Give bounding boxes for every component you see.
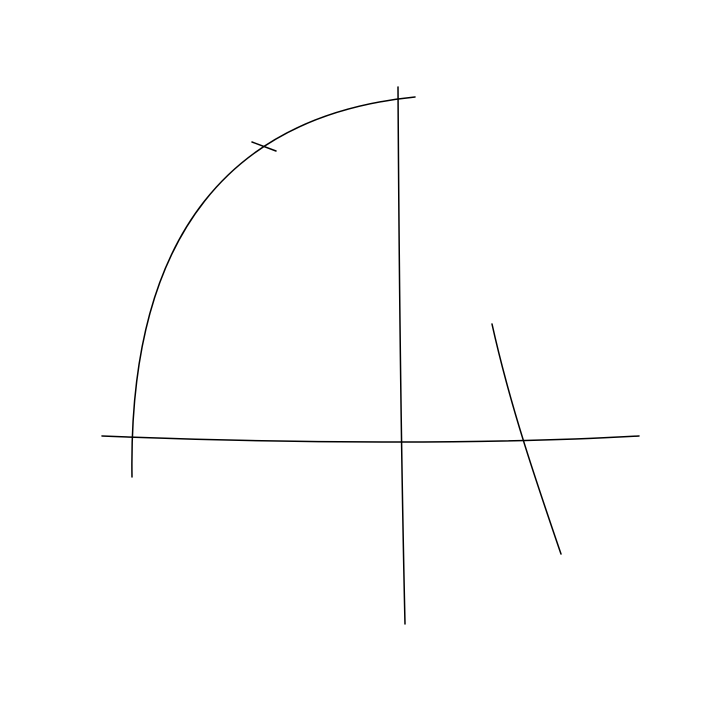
horizontal-line — [101, 435, 640, 443]
arc-tick-mark — [251, 141, 277, 152]
quarter-arc — [131, 96, 416, 478]
slanted-line — [491, 323, 562, 555]
vertical-line — [397, 86, 406, 625]
